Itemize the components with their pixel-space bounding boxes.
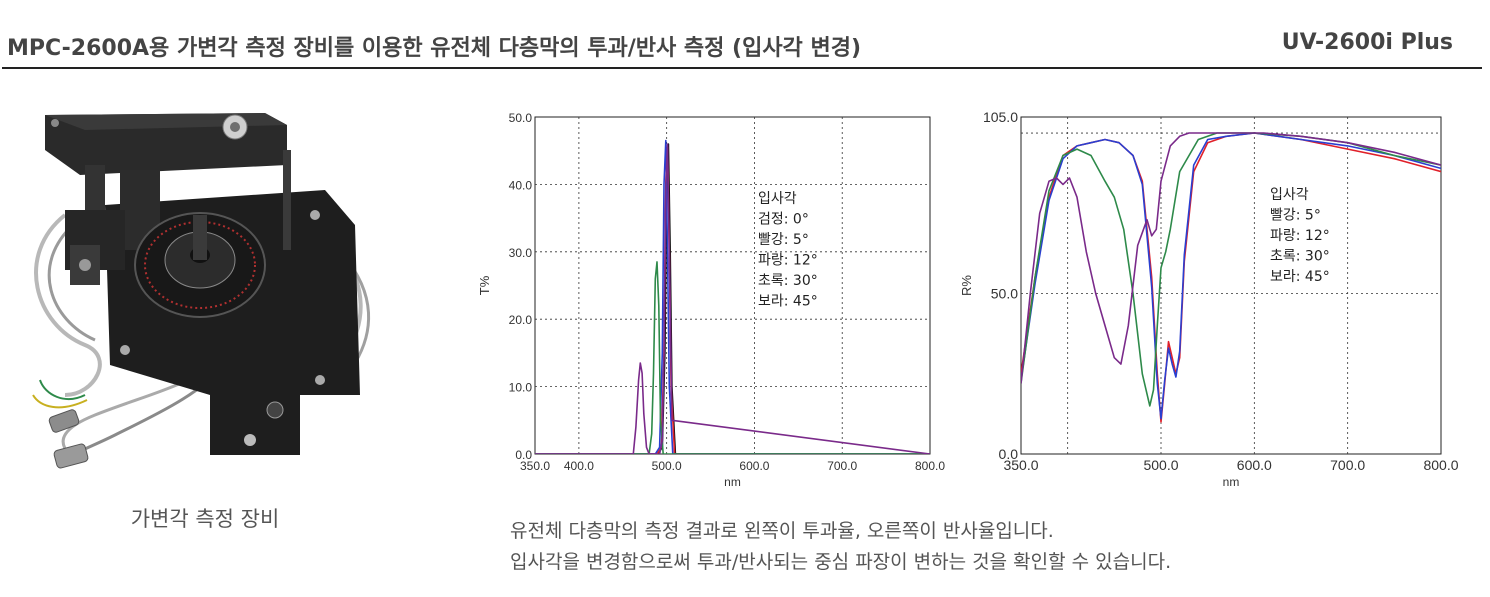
plot-area: [534, 116, 931, 455]
y-tick-label: 105.0: [983, 109, 1018, 125]
x-tick-label: 600.0: [1237, 457, 1272, 473]
header-divider: [2, 67, 1482, 69]
y-axis-label: R%: [959, 275, 974, 296]
series-line-4: [1021, 132, 1441, 384]
legend-line: 빨강: 5°: [1270, 208, 1321, 224]
description-line-1: 유전체 다층막의 측정 결과로 왼쪽이 투과율, 오른쪽이 반사율입니다.: [510, 520, 1054, 542]
legend-line: 입사각: [1270, 187, 1309, 203]
legend-line: 파랑: 12°: [758, 253, 818, 269]
series-line-5: [535, 143, 930, 454]
legend-line: 초록: 30°: [1270, 249, 1330, 265]
legend-line: 검정: 0°: [758, 212, 809, 228]
series-line-3: [535, 139, 930, 454]
y-tick-label: 0.0: [999, 446, 1019, 462]
description-line-2: 입사각을 변경함으로써 투과/반사되는 중심 파장이 변하는 것을 확인할 수 …: [510, 551, 1172, 573]
x-axis-label: nm: [1223, 475, 1240, 489]
x-tick-label: 800.0: [1423, 457, 1458, 473]
x-tick-label: 400.0: [564, 459, 594, 473]
x-tick-label: 800.0: [915, 459, 945, 473]
x-tick-label: 350.0: [520, 459, 550, 473]
legend-line: 빨강: 5°: [758, 232, 809, 248]
product-name: UV-2600i Plus: [1281, 30, 1453, 55]
y-axis-label: T%: [477, 275, 492, 295]
legend-line: 초록: 30°: [758, 273, 818, 289]
x-tick-label: 350.0: [1003, 457, 1038, 473]
x-tick-label: 500.0: [1143, 457, 1178, 473]
transmittance-chart-svg: 350.0 400.0 500.0 600.0 700.0 800.0 0.0 10.0 20.…: [477, 111, 945, 489]
y-tick-label: 30.0: [509, 246, 533, 260]
x-tick-label: 700.0: [827, 459, 857, 473]
transmittance-chart: 350.0 400.0 500.0 600.0 700.0 800.0 0.0 10.0 20.…: [470, 100, 950, 500]
legend-line: 입사각: [758, 191, 797, 207]
y-tick-label: 50.0: [991, 286, 1018, 302]
legend-line: 보라: 45°: [758, 294, 818, 310]
reflectance-chart-svg: 350.0 500.0 600.0 700.0 800.0 0.0 50.0 105.0 nm R…: [959, 109, 1459, 489]
device-photo: [25, 95, 385, 495]
x-tick-label: 500.0: [652, 459, 682, 473]
page-header: MPC-2600A용 가변각 측정 장비를 이용한 유전체 다층막의 투과/반사…: [0, 0, 1490, 70]
y-tick-label: 10.0: [509, 381, 533, 395]
y-tick-label: 40.0: [509, 178, 533, 192]
series-line-2: [1021, 132, 1441, 420]
device-caption: 가변각 측정 장비: [130, 507, 280, 531]
x-tick-label: 700.0: [1330, 457, 1365, 473]
legend-line: 보라: 45°: [1270, 269, 1330, 285]
y-tick-label: 50.0: [509, 111, 533, 125]
page-title: MPC-2600A용 가변각 측정 장비를 이용한 유전체 다층막의 투과/반사…: [7, 36, 861, 61]
variable-angle-device-illustration: [32, 113, 370, 469]
legend-line: 파랑: 12°: [1270, 228, 1330, 244]
x-axis-label: nm: [724, 475, 741, 489]
y-tick-label: 0.0: [515, 448, 532, 462]
results-description: 유전체 다층막의 측정 결과로 왼쪽이 투과율, 오른쪽이 반사율입니다. 입사…: [510, 516, 1171, 578]
reflectance-chart: 350.0 500.0 600.0 700.0 800.0 0.0 50.0 105.0 nm R…: [955, 100, 1475, 500]
x-tick-label: 600.0: [739, 459, 769, 473]
y-tick-label: 20.0: [509, 313, 533, 327]
plot-area: [1020, 116, 1442, 455]
